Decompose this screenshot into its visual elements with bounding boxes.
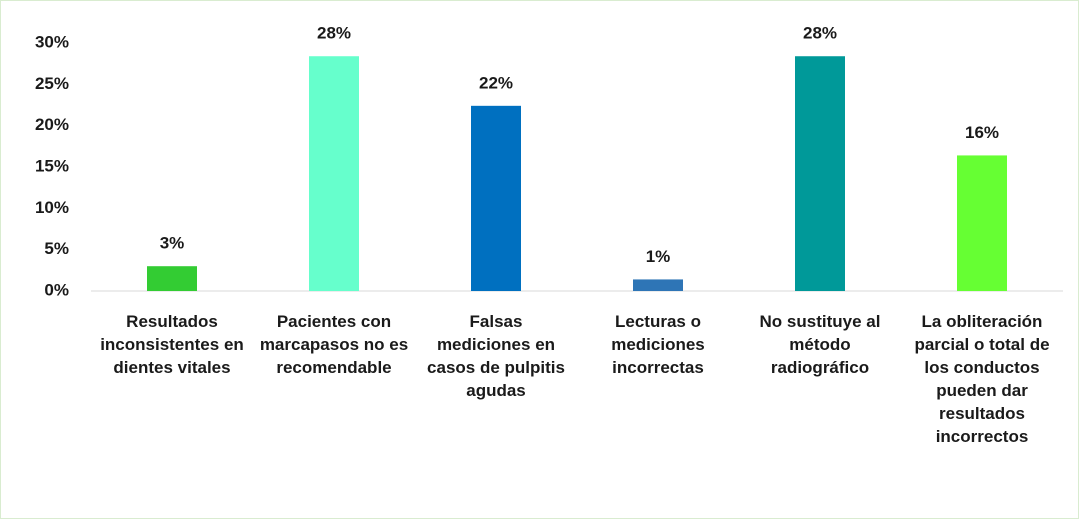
y-tick-label: 10% [35, 198, 69, 217]
data-label: 28% [317, 24, 351, 43]
y-tick-label: 25% [35, 74, 69, 93]
x-tick-label: No sustituye al método radiográfico [759, 312, 881, 377]
bar [147, 266, 197, 291]
x-tick-label: La obliteración parcial o total de los c… [914, 312, 1050, 446]
y-tick-label: 5% [44, 239, 69, 258]
x-tick-label: Resultados inconsistentes en dientes vit… [100, 312, 244, 377]
data-label: 1% [646, 247, 671, 266]
data-label: 16% [965, 123, 999, 142]
y-tick-label: 0% [44, 280, 69, 299]
bar [633, 279, 683, 291]
data-label: 28% [803, 24, 837, 43]
x-tick-label: Falsas mediciones en casos de pulpitis a… [427, 312, 565, 400]
bar [795, 56, 845, 291]
bar [471, 105, 521, 292]
y-tick-label: 15% [35, 156, 69, 175]
x-tick-label: Pacientes con marcapasos no es recomenda… [259, 312, 409, 377]
bar [309, 56, 359, 291]
data-label: 3% [160, 234, 185, 253]
y-tick-label: 30% [35, 32, 69, 51]
data-label: 22% [479, 73, 513, 92]
bar [957, 155, 1007, 291]
x-tick-label: Lecturas o mediciones incorrectas [611, 312, 705, 377]
y-tick-label: 20% [35, 115, 69, 134]
